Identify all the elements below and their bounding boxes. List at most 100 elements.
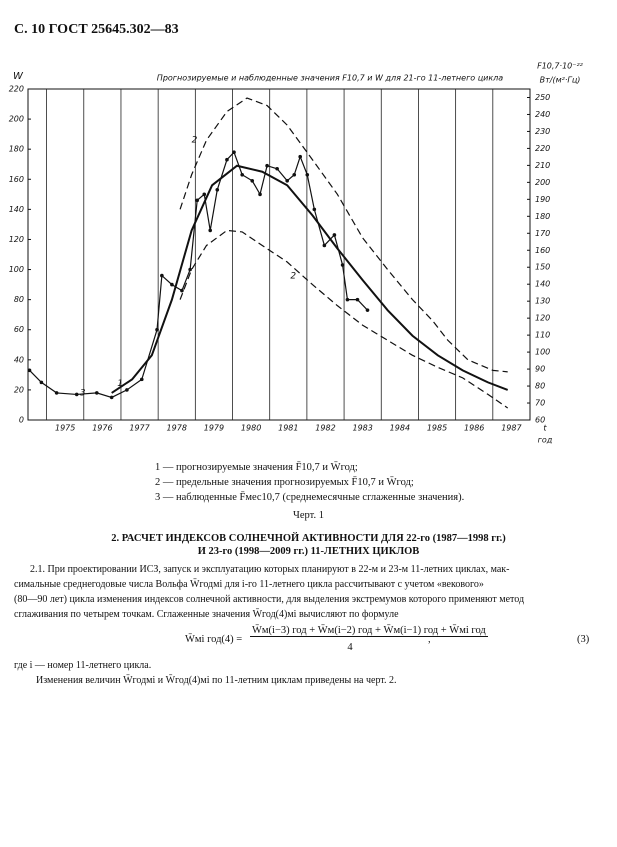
data-point <box>155 327 159 332</box>
data-point <box>345 297 350 302</box>
y-axis-label: W <box>13 71 24 82</box>
data-point <box>312 207 317 212</box>
data-point <box>240 172 244 177</box>
y2-tick-label: 100 <box>535 348 550 357</box>
data-point <box>340 263 345 267</box>
y2-tick-label: 240 <box>535 110 550 119</box>
formula-lhs: W̄мi год(4) = <box>185 634 243 645</box>
series-line <box>179 97 508 373</box>
series-label: 3 <box>80 388 86 398</box>
data-point <box>265 163 269 168</box>
data-point <box>202 192 207 197</box>
series-label: 2 <box>192 136 198 146</box>
formula-number: (3) <box>577 634 590 645</box>
note: 1 — прогнозируемые значения F̄10,7 и W̄г… <box>155 462 358 473</box>
note: 3 — наблюденные F̄мес10,7 (среднемесячны… <box>155 492 465 503</box>
data-point <box>275 166 279 171</box>
data-point <box>250 178 255 183</box>
data-point <box>54 391 59 395</box>
data-point <box>215 188 220 192</box>
y2-tick-label: 160 <box>535 246 550 255</box>
series-line <box>29 151 368 399</box>
paragraph-line: сглаживания по четырем точкам. Сглаженны… <box>14 609 399 620</box>
data-point <box>298 154 302 159</box>
data-point <box>94 391 99 395</box>
paragraph-line: где i — номер 11-летнего цикла. <box>14 660 152 671</box>
x-tick-label: 1978 <box>167 424 187 433</box>
paragraph-line: 2.1. При проектировании ИСЗ, запуск и эк… <box>30 564 510 575</box>
y2-tick-label: 60 <box>535 416 545 425</box>
x-tick-label: 1980 <box>241 424 261 433</box>
data-point <box>365 308 370 312</box>
data-point <box>208 228 213 233</box>
x-tick-label: 1979 <box>204 424 224 433</box>
y2-tick-label: 80 <box>535 382 545 391</box>
chart: Прогнозируемые и наблюденные значения F1… <box>9 62 584 445</box>
formula-denominator: 4 <box>347 642 353 653</box>
y2-tick-label: 170 <box>535 229 550 238</box>
plot-frame <box>27 88 531 421</box>
x-tick-label: 1987 <box>501 424 522 433</box>
y2-tick-label: 230 <box>535 127 550 136</box>
data-point <box>188 267 192 272</box>
x-tick-label: 1981 <box>278 424 298 433</box>
data-point <box>355 297 360 302</box>
data-point <box>258 192 262 197</box>
x-axis-label: t <box>543 424 547 433</box>
data-point <box>180 288 184 293</box>
x-tick-label: 1984 <box>390 424 410 433</box>
y-tick-label: 160 <box>9 175 24 184</box>
y2-tick-label: 220 <box>535 144 550 153</box>
y-tick-label: 180 <box>9 145 24 154</box>
data-point <box>74 392 79 397</box>
data-point <box>39 380 44 385</box>
data-point <box>109 395 114 400</box>
y-tick-label: 140 <box>9 205 24 214</box>
section-heading: И 23-го (1998—2009 гг.) 11-ЛЕТНИХ ЦИКЛОВ <box>197 546 420 557</box>
data-point <box>225 157 229 162</box>
series-label: 2 <box>290 272 296 282</box>
data-point <box>292 172 297 177</box>
y-tick-label: 220 <box>9 85 24 94</box>
y-tick-label: 100 <box>9 265 24 274</box>
y-tick-label: 40 <box>14 355 24 364</box>
y-tick-label: 120 <box>9 235 24 244</box>
y-tick-label: 0 <box>19 416 24 425</box>
y2-tick-label: 130 <box>535 297 550 306</box>
y2-axis-label: F10,7·10⁻²² <box>537 62 584 71</box>
y2-tick-label: 200 <box>535 178 550 187</box>
series-label: 1 <box>117 379 123 389</box>
y2-tick-label: 90 <box>535 365 545 374</box>
y2-tick-label: 120 <box>535 314 550 323</box>
y2-tick-label: 250 <box>535 93 550 102</box>
y-tick-label: 60 <box>14 325 24 334</box>
y2-tick-label: 210 <box>535 161 550 170</box>
x-tick-label: 1982 <box>315 424 335 433</box>
y2-axis-label: Вт/(м²·Гц) <box>540 76 581 85</box>
paragraph-line: Изменения величин W̄годмi и W̄год(4)мi п… <box>36 675 397 686</box>
x-tick-label: 1985 <box>427 424 447 433</box>
paragraph-line: симальные среднегодовые числа Вольфа W̄г… <box>14 579 484 590</box>
paragraph-line: (80—90 лет) цикла изменения индексов сол… <box>14 594 525 605</box>
page-header: С. 10 ГОСТ 25645.302—83 <box>14 22 179 37</box>
y2-tick-label: 110 <box>535 331 550 340</box>
y2-tick-label: 190 <box>535 195 550 204</box>
note: 2 — предельные значения прогнозируемых F… <box>155 477 414 488</box>
x-tick-label: 1976 <box>92 424 112 433</box>
x-tick-label: 1986 <box>464 424 484 433</box>
data-point <box>232 150 236 154</box>
series-line <box>179 229 509 409</box>
y2-tick-label: 70 <box>535 399 545 408</box>
y-tick-label: 80 <box>14 295 24 304</box>
caption: Черт. 1 <box>293 510 324 521</box>
chart-title: Прогнозируемые и наблюденные значения F1… <box>157 74 503 83</box>
data-point <box>170 282 174 287</box>
y-tick-label: 200 <box>9 115 24 124</box>
x-tick-label: 1983 <box>352 424 372 433</box>
formula-punct: , <box>428 634 431 645</box>
data-point <box>332 233 337 237</box>
data-point <box>305 172 310 177</box>
y2-tick-label: 180 <box>535 212 550 221</box>
data-point <box>27 368 32 373</box>
